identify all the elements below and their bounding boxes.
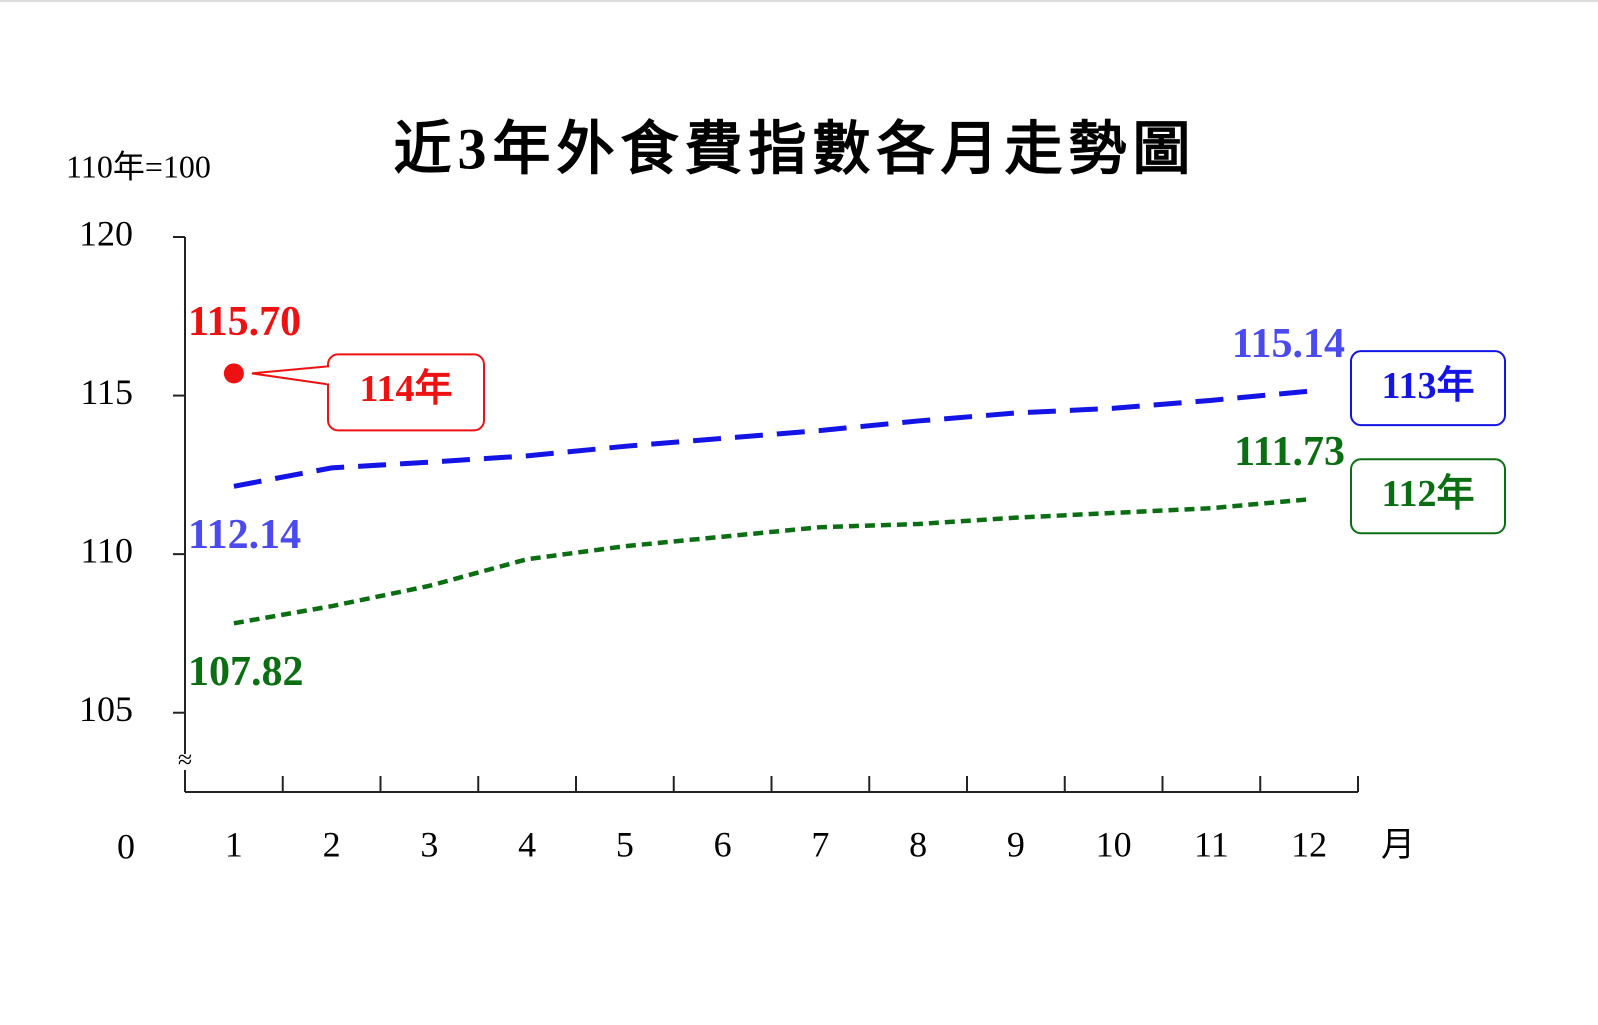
x-tick-label: 1 bbox=[225, 824, 243, 864]
x-tick-label: 5 bbox=[616, 824, 634, 864]
x-tick-label: 10 bbox=[1096, 824, 1132, 864]
point bbox=[223, 363, 244, 384]
data-label: 107.82 bbox=[188, 649, 304, 695]
x-tick-label: 4 bbox=[518, 824, 536, 864]
legend-label: 113年 bbox=[1382, 365, 1475, 407]
x-axis-label: 月 bbox=[1381, 827, 1415, 864]
x-tick-label: 12 bbox=[1291, 824, 1327, 864]
chart-title: 近3年外食費指數各月走勢圖 bbox=[393, 116, 1196, 181]
x-tick-label: 8 bbox=[909, 824, 927, 864]
line-series bbox=[233, 388, 1310, 489]
y-tick-label: 120 bbox=[79, 213, 133, 253]
line-series bbox=[233, 497, 1310, 626]
legend-box bbox=[1350, 458, 1506, 535]
data-label: 112.14 bbox=[188, 512, 301, 558]
legend-label: 114年 bbox=[360, 368, 453, 410]
x-tick-label: 9 bbox=[1007, 824, 1025, 864]
x-tick-label: 2 bbox=[323, 824, 341, 864]
axis-break: ≈ bbox=[178, 745, 192, 774]
y-tick-label: 115 bbox=[80, 372, 133, 412]
data-label: 111.73 bbox=[1234, 429, 1345, 475]
y-origin-label: 0 bbox=[117, 826, 135, 866]
legend-label: 112年 bbox=[1382, 473, 1475, 515]
x-tick-label: 3 bbox=[420, 824, 438, 864]
y-tick-label: 105 bbox=[79, 689, 133, 729]
legend-box bbox=[1350, 350, 1506, 427]
x-tick-label: 6 bbox=[714, 824, 732, 864]
data-label: 115.14 bbox=[1232, 321, 1345, 367]
x-tick-label: 11 bbox=[1194, 824, 1229, 864]
unit-label: 110年=100 bbox=[66, 148, 211, 184]
y-tick-label: 110 bbox=[80, 530, 133, 570]
legend-box bbox=[327, 353, 485, 432]
callout-pointer bbox=[251, 365, 329, 386]
x-tick-label: 7 bbox=[811, 824, 829, 864]
data-label: 115.70 bbox=[188, 299, 301, 345]
